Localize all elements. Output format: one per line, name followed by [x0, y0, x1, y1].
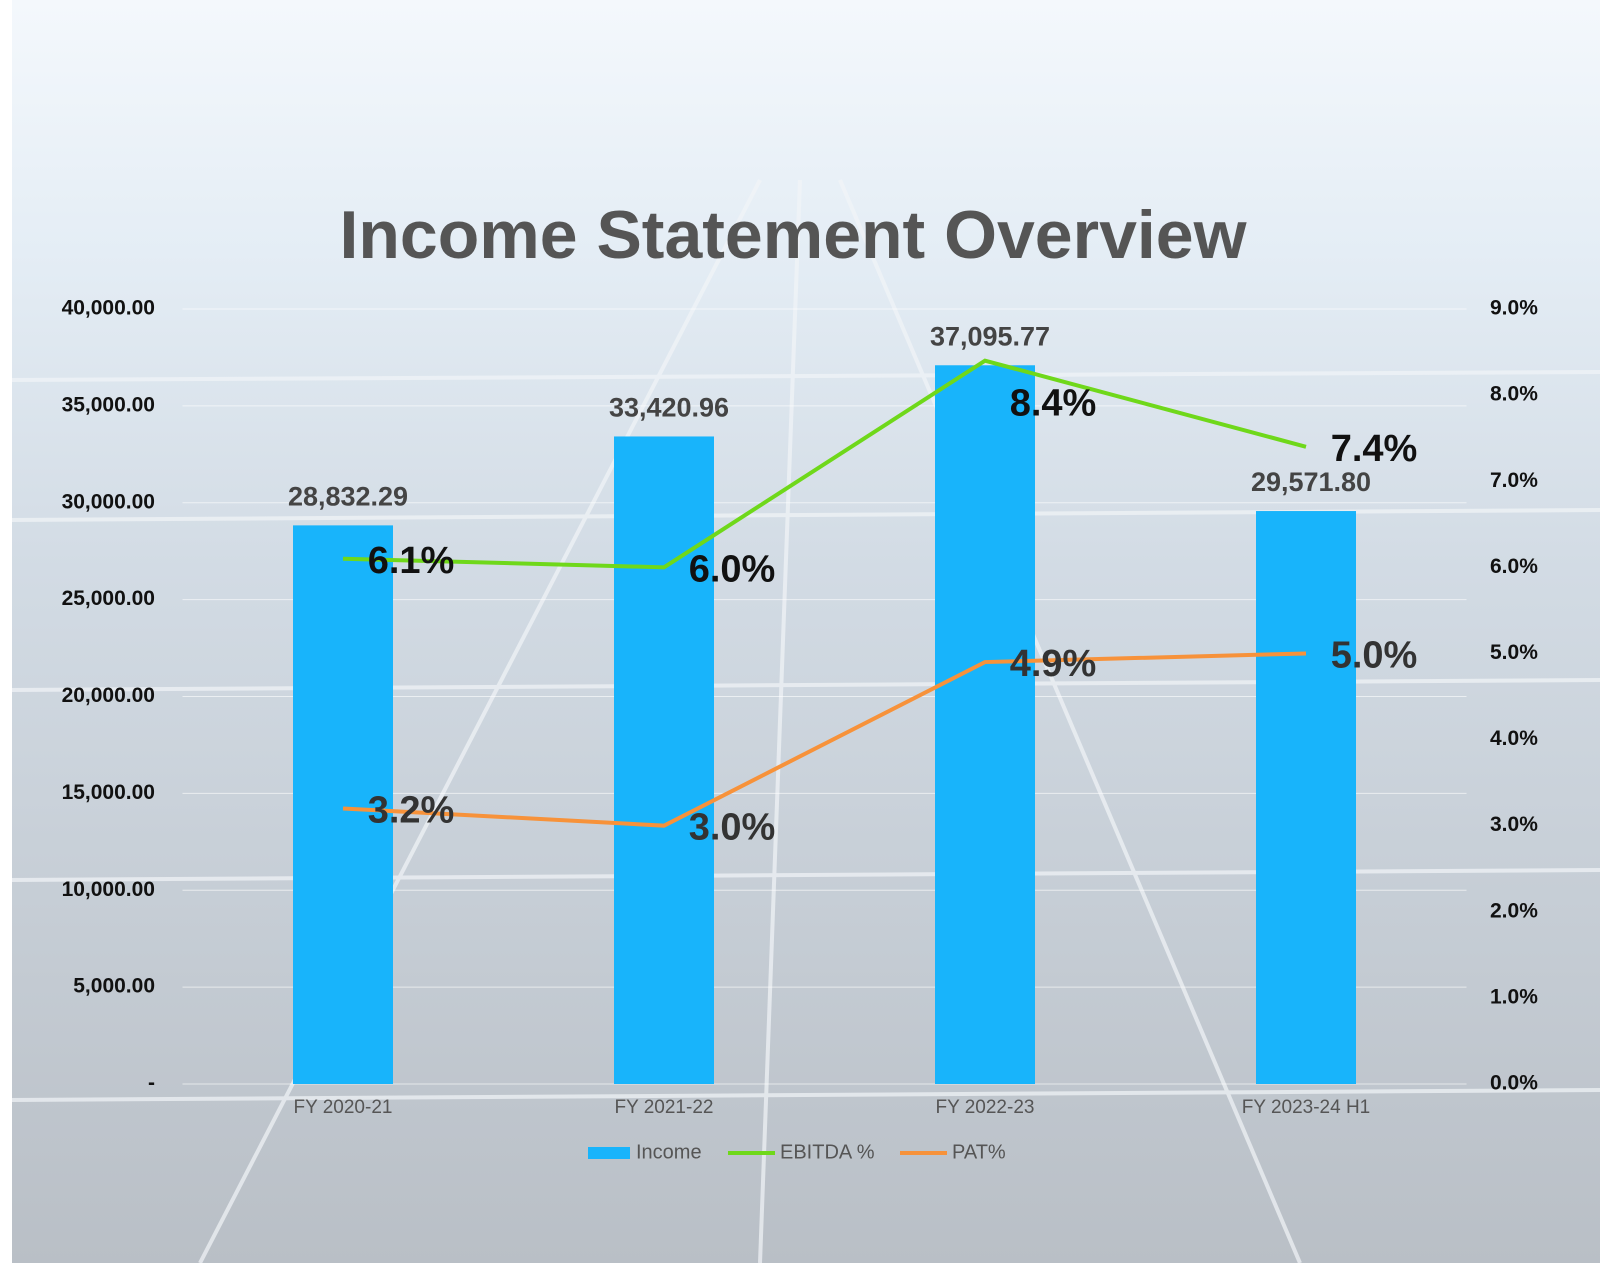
- y-tick-label: 25,000.00: [62, 587, 155, 610]
- plot-area: - 5,000.00 10,000.00 15,000.00 20,000.00 25,0…: [62, 297, 1539, 1164]
- bar-value-label: 28,832.29: [288, 481, 408, 511]
- y2-tick-label: 8.0%: [1490, 383, 1538, 406]
- bar: [614, 436, 714, 1085]
- y-tick-label: -: [148, 1072, 155, 1095]
- legend-label: Income: [636, 1141, 702, 1163]
- legend-label: EBITDA %: [780, 1141, 875, 1163]
- line-value-label: 5.0%: [1331, 634, 1418, 676]
- line-value-label: 3.0%: [689, 807, 776, 849]
- chart-title: Income Statement Overview: [339, 197, 1247, 273]
- x-tick-label: FY 2020-21: [294, 1097, 393, 1118]
- y-tick-label: 15,000.00: [62, 781, 155, 804]
- y2-tick-label: 9.0%: [1490, 297, 1538, 320]
- y2-tick-label: 2.0%: [1490, 899, 1538, 922]
- line: [342, 651, 1307, 828]
- background: [12, 0, 1600, 1263]
- y-tick-label: 5,000.00: [73, 975, 155, 998]
- x-tick-label: FY 2023-24 H1: [1242, 1097, 1371, 1118]
- y2-tick-label: 7.0%: [1490, 469, 1538, 492]
- y2-tick-label: 3.0%: [1490, 813, 1538, 836]
- x-tick-label: FY 2021-22: [615, 1097, 714, 1118]
- y-tick-label: 35,000.00: [62, 393, 155, 416]
- y-tick-label: 10,000.00: [62, 878, 155, 901]
- bar: [935, 365, 1035, 1084]
- x-tick-label: FY 2022-23: [936, 1097, 1035, 1118]
- y2-tick-label: 4.0%: [1490, 727, 1538, 750]
- line: [342, 358, 1307, 570]
- y-tick-label: 20,000.00: [62, 684, 155, 707]
- legend-label: PAT%: [952, 1141, 1006, 1163]
- line-value-label: 8.4%: [1010, 383, 1097, 425]
- y2-tick-label: 1.0%: [1490, 985, 1538, 1008]
- y-tick-label: 30,000.00: [62, 490, 155, 513]
- legend-swatch: [588, 1147, 630, 1159]
- bar-value-label: 33,420.96: [609, 393, 729, 423]
- bar-value-label: 29,571.80: [1251, 467, 1371, 497]
- bar-value-label: 37,095.77: [930, 321, 1050, 351]
- bar: [293, 525, 393, 1084]
- panel-pattern: [11, 179, 1600, 1263]
- line-value-label: 7.4%: [1331, 428, 1418, 470]
- y2-tick-label: 0.0%: [1490, 1072, 1538, 1095]
- y2-tick-label: 5.0%: [1490, 641, 1538, 664]
- bar: [1256, 511, 1356, 1084]
- y-tick-label: 40,000.00: [62, 297, 155, 320]
- y2-tick-label: 6.0%: [1490, 555, 1538, 578]
- line-value-label: 6.1%: [368, 540, 455, 582]
- line-value-label: 3.2%: [368, 789, 455, 831]
- line-value-label: 4.9%: [1010, 643, 1097, 685]
- line-value-label: 6.0%: [689, 548, 776, 590]
